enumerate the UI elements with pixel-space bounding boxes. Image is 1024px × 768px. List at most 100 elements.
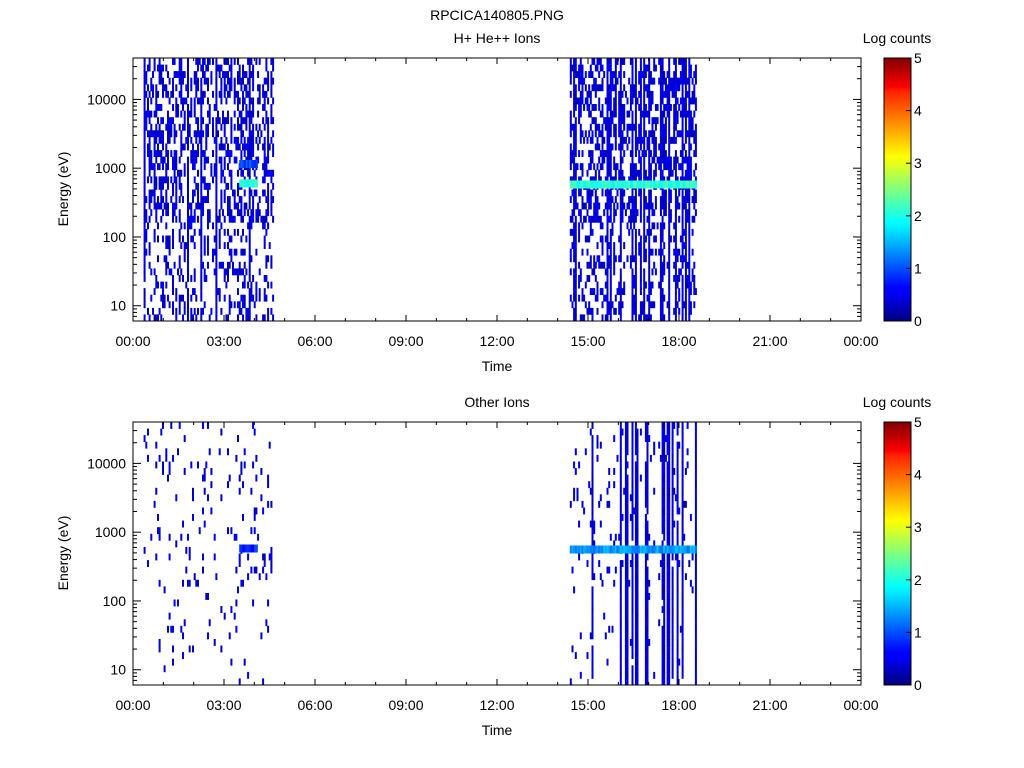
- heatmap-cell: [663, 507, 666, 515]
- heatmap-cell: [170, 130, 173, 138]
- heatmap-cell: [659, 84, 662, 92]
- heatmap-cell: [167, 130, 169, 138]
- heatmap-cell: [571, 301, 574, 309]
- heatmap-cell: [578, 77, 581, 85]
- heatmap-cell: [578, 117, 581, 125]
- heatmap-cell: [237, 117, 239, 125]
- heatmap-peak-cell: [242, 179, 245, 188]
- heatmap-cell: [190, 314, 193, 322]
- heatmap-cell: [267, 71, 270, 78]
- heatmap-cell: [668, 84, 671, 92]
- heatmap-cell: [207, 494, 209, 502]
- heatmap-peak-cell: [643, 180, 646, 189]
- heatmap-cell: [644, 71, 647, 78]
- heatmap-cell: [614, 169, 617, 177]
- heatmap-cell: [573, 71, 576, 78]
- heatmap-cell: [227, 268, 229, 276]
- heatmap-cell: [654, 150, 657, 157]
- heatmap-cell: [649, 228, 652, 236]
- heatmap-cell: [235, 454, 238, 462]
- heatmap-cell: [678, 84, 681, 92]
- heatmap-cell: [674, 189, 677, 197]
- heatmap-cell: [598, 500, 601, 508]
- heatmap-cell: [190, 156, 193, 164]
- heatmap-cell: [180, 242, 183, 249]
- heatmap-cell: [172, 104, 174, 111]
- heatmap-cell: [215, 242, 218, 249]
- heatmap-cell: [663, 143, 666, 151]
- heatmap-peak-cell: [646, 545, 649, 554]
- heatmap-cell: [619, 606, 622, 613]
- heatmap-cell: [661, 671, 664, 679]
- heatmap-cell: [187, 176, 189, 184]
- heatmap-cell: [220, 123, 223, 131]
- heatmap-cell: [648, 314, 651, 322]
- heatmap-cell: [145, 77, 148, 85]
- heatmap-cell: [581, 222, 584, 230]
- heatmap-cell: [649, 169, 652, 177]
- heatmap-cell: [644, 235, 647, 243]
- heatmap-cell: [243, 202, 246, 210]
- heatmap-cell: [148, 110, 151, 118]
- heatmap-cell: [243, 658, 246, 666]
- heatmap-cell: [661, 143, 664, 151]
- heatmap-cell: [187, 255, 189, 263]
- heatmap-cell: [631, 428, 634, 436]
- heatmap-cell: [183, 143, 186, 151]
- heatmap-cell: [148, 248, 151, 256]
- heatmap-cell: [608, 64, 611, 72]
- heatmap-cell: [636, 566, 639, 574]
- heatmap-cell: [688, 117, 691, 125]
- heatmap-cell: [148, 196, 151, 203]
- heatmap-cell: [604, 314, 607, 322]
- heatmap-cell: [238, 77, 241, 85]
- heatmap-cell: [599, 573, 602, 581]
- heatmap-cell: [212, 248, 214, 256]
- heatmap-cell: [578, 110, 581, 118]
- heatmap-cell: [217, 130, 219, 138]
- x-tick-label: 09:00: [388, 697, 423, 713]
- heatmap-cell: [646, 215, 649, 223]
- heatmap-cell: [160, 104, 163, 111]
- heatmap-cell: [210, 307, 213, 315]
- heatmap-cell: [671, 553, 674, 561]
- heatmap-cell: [659, 288, 662, 295]
- heatmap-cell: [596, 209, 599, 217]
- heatmap-cell: [619, 275, 622, 282]
- heatmap-peak-cell: [240, 160, 243, 168]
- heatmap-cell: [636, 97, 639, 105]
- heatmap-cell: [168, 235, 171, 243]
- heatmap-cell: [172, 235, 174, 243]
- heatmap-cell: [606, 189, 609, 197]
- heatmap-cell: [661, 474, 664, 482]
- heatmap-cell: [591, 520, 594, 528]
- heatmap-cell: [688, 560, 691, 567]
- heatmap-cell: [200, 182, 203, 190]
- heatmap-cell: [681, 579, 684, 587]
- heatmap-cell: [250, 209, 253, 217]
- heatmap-cell: [694, 678, 697, 686]
- panel-title: H+ He++ Ions: [454, 30, 541, 46]
- heatmap-cell: [157, 104, 159, 111]
- heatmap-cell: [208, 117, 211, 125]
- heatmap-cell: [207, 130, 209, 138]
- heatmap-cell: [263, 275, 266, 282]
- heatmap-cell: [252, 150, 255, 157]
- heatmap-cell: [666, 671, 669, 679]
- heatmap-cell: [646, 500, 649, 508]
- heatmap-cell: [175, 110, 178, 118]
- heatmap-cell: [153, 235, 156, 243]
- heatmap-cell: [619, 64, 622, 72]
- heatmap-cell: [238, 209, 241, 217]
- heatmap-cell: [619, 632, 622, 640]
- heatmap-cell: [591, 130, 594, 138]
- heatmap-cell: [220, 307, 223, 315]
- heatmap-cell: [205, 593, 208, 600]
- heatmap-cell: [609, 163, 612, 171]
- heatmap-cell: [613, 156, 616, 164]
- heatmap-cell: [674, 215, 677, 223]
- heatmap-cell: [681, 632, 684, 640]
- heatmap-cell: [634, 255, 637, 263]
- heatmap-cell: [609, 176, 612, 184]
- heatmap-cell: [596, 143, 599, 151]
